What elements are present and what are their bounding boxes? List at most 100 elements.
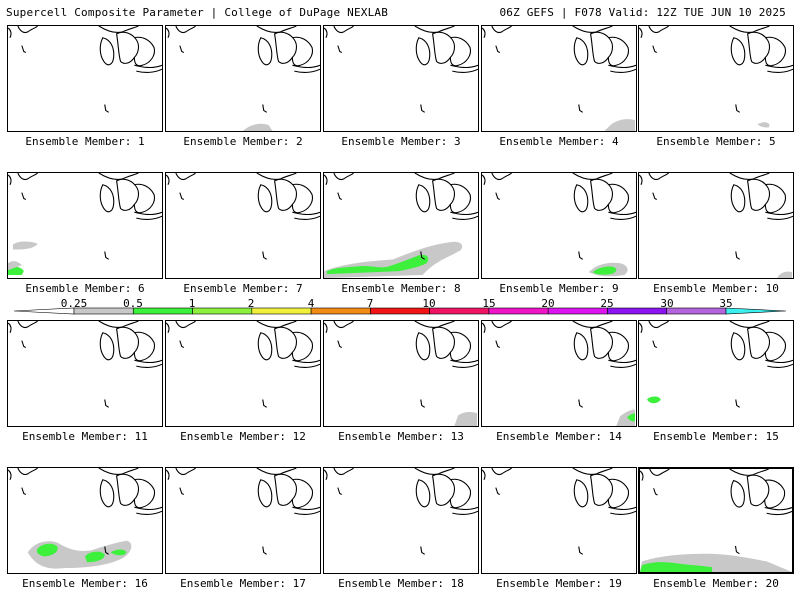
coastline-segment xyxy=(766,510,792,516)
ensemble-panel[interactable] xyxy=(7,25,163,132)
ensemble-panel[interactable] xyxy=(7,172,163,279)
scp-fill-gray xyxy=(757,122,770,128)
ensemble-map xyxy=(8,173,162,276)
coastline-segment xyxy=(764,36,787,67)
coastline-segment xyxy=(746,178,771,211)
coastline-segment xyxy=(333,321,354,329)
ensemble-member-label: Ensemble Member: 17 xyxy=(180,577,306,590)
coastline xyxy=(324,26,478,113)
coastline-segment xyxy=(449,478,472,509)
coastline-segment xyxy=(415,37,431,66)
coastline xyxy=(482,468,636,555)
colorbar-arrow-right xyxy=(725,307,787,315)
coastline-segment xyxy=(115,178,140,211)
coastline-segment xyxy=(648,173,669,181)
ensemble-panel[interactable] xyxy=(638,320,794,427)
ensemble-panel[interactable] xyxy=(638,172,794,279)
ensemble-panel[interactable] xyxy=(481,320,637,427)
coastline-segment xyxy=(482,469,486,481)
ensemble-member-label: Ensemble Member: 4 xyxy=(499,135,619,148)
coastline-segment xyxy=(764,506,792,511)
colorbar-tick-label: 20 xyxy=(541,297,555,310)
coastline-segment xyxy=(104,104,109,113)
ensemble-map xyxy=(482,468,636,555)
ensemble-panel[interactable] xyxy=(638,25,794,132)
coastline-segment xyxy=(134,359,162,364)
coastline xyxy=(166,321,320,408)
coastline-segment xyxy=(337,487,343,495)
coastline-segment xyxy=(273,31,298,64)
coastline-segment xyxy=(730,37,746,66)
ensemble-panel[interactable] xyxy=(165,172,321,279)
ensemble-map xyxy=(166,468,320,555)
scp-fill-green xyxy=(640,562,713,572)
colorbar-tick-label: 15 xyxy=(482,297,496,310)
coastline-segment xyxy=(610,363,636,368)
ensemble-panel[interactable] xyxy=(481,25,637,132)
coastline-segment xyxy=(764,331,787,362)
coastline-segment xyxy=(431,326,456,359)
ensemble-panel[interactable] xyxy=(323,25,479,132)
coastline-segment xyxy=(294,215,320,220)
coastline-segment xyxy=(607,331,630,362)
coastline-segment xyxy=(420,546,425,555)
coastline-segment xyxy=(746,31,771,64)
ensemble-panel[interactable] xyxy=(323,467,479,574)
ensemble-panel[interactable] xyxy=(7,320,163,427)
scp-fill-gray xyxy=(12,241,38,250)
ensemble-panel[interactable] xyxy=(165,320,321,427)
coastline-segment xyxy=(8,469,12,481)
coastline-segment xyxy=(482,174,486,186)
ensemble-panel[interactable] xyxy=(323,320,479,427)
coastline-segment xyxy=(337,192,343,200)
coastline-segment xyxy=(589,473,614,506)
ensemble-member-label: Ensemble Member: 16 xyxy=(22,577,148,590)
ensemble-panel[interactable] xyxy=(323,172,479,279)
coastline-segment xyxy=(652,45,658,53)
coastline-segment xyxy=(179,487,185,495)
coastline-segment xyxy=(333,173,354,181)
coastline xyxy=(482,173,636,260)
coastline xyxy=(482,26,636,113)
coastline-segment xyxy=(134,506,162,511)
coastline-segment xyxy=(573,332,589,361)
coastline-segment xyxy=(99,479,115,508)
coastline-segment xyxy=(420,104,425,113)
coastline-segment xyxy=(115,473,140,506)
coastline-segment xyxy=(273,473,298,506)
coastline-segment xyxy=(324,469,328,481)
coastline-segment xyxy=(262,251,267,260)
ensemble-panel[interactable] xyxy=(638,467,794,574)
ensemble-panel[interactable] xyxy=(481,467,637,574)
coastline-segment xyxy=(482,322,486,334)
coastline xyxy=(639,173,793,260)
coastline-segment xyxy=(746,326,771,359)
ensemble-map xyxy=(324,468,478,555)
ensemble-map xyxy=(8,26,162,113)
ensemble-panel[interactable] xyxy=(481,172,637,279)
coastline-segment xyxy=(573,37,589,66)
scp-fill-green xyxy=(627,413,636,422)
coastline-segment xyxy=(431,178,456,211)
coastline-segment xyxy=(291,183,314,214)
coastline-segment xyxy=(17,468,38,476)
coastline-segment xyxy=(639,322,643,334)
coastline-segment xyxy=(764,183,787,214)
scp-fill-gray xyxy=(604,119,636,131)
ensemble-panel[interactable] xyxy=(165,25,321,132)
coastline-segment xyxy=(262,104,267,113)
ensemble-map xyxy=(324,173,478,278)
ensemble-panel[interactable] xyxy=(7,467,163,574)
coastline-segment xyxy=(495,192,501,200)
coastline-segment xyxy=(491,26,512,34)
ensemble-map xyxy=(640,469,792,572)
ensemble-member-label: Ensemble Member: 5 xyxy=(656,135,776,148)
ensemble-member-label: Ensemble Member: 9 xyxy=(499,282,619,295)
coastline-segment xyxy=(273,326,298,359)
ensemble-map xyxy=(8,321,162,408)
ensemble-member-label: Ensemble Member: 10 xyxy=(653,282,779,295)
ensemble-panel[interactable] xyxy=(165,467,321,574)
coastline-segment xyxy=(333,468,354,476)
coastline-segment xyxy=(730,479,745,508)
scp-fill-gray xyxy=(616,409,636,426)
